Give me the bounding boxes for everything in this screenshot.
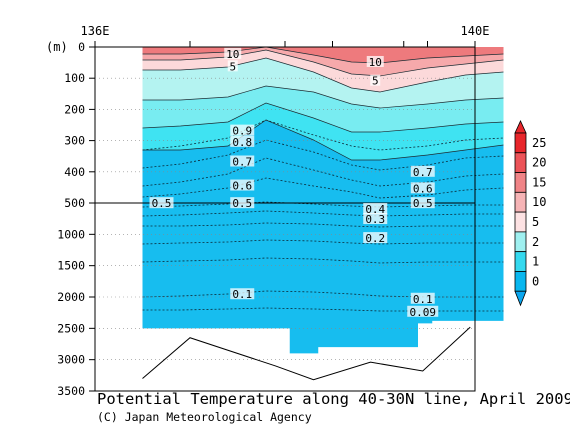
y-tick-label: 400 <box>64 165 85 179</box>
y-tick-label: 2500 <box>57 321 85 335</box>
contour-label-bg <box>230 288 255 300</box>
bottom-profile <box>142 326 471 381</box>
contour-line-warm <box>142 119 504 161</box>
contour-label-bg <box>230 197 255 209</box>
contour-line <box>142 239 504 245</box>
y-tick-label: 1500 <box>57 259 85 273</box>
contour-label-bg <box>227 60 238 72</box>
contour-label: 0.5 <box>232 197 252 210</box>
contour-label: 0.09 <box>410 306 437 319</box>
contour-label: 5 <box>229 60 236 73</box>
contour-line-warm <box>142 47 504 64</box>
y-tick-label: 2000 <box>57 290 85 304</box>
y-tick-label: 300 <box>64 134 85 148</box>
contour-label: 0.6 <box>413 182 433 195</box>
colorbar-bottom-arrow <box>514 290 527 307</box>
contour-label-bg <box>410 197 435 209</box>
contour-line <box>142 157 504 187</box>
contour-label-bg <box>410 165 435 177</box>
colorbar-swatch <box>514 132 527 154</box>
y-tick-label: 0 <box>78 40 85 54</box>
contour-label-bg <box>230 135 255 147</box>
contour-line <box>142 290 504 298</box>
colorbar-swatch <box>514 191 527 213</box>
colorbar-label: 5 <box>532 215 539 229</box>
contour-line <box>142 177 504 199</box>
contour-label-bg <box>230 155 255 167</box>
chart-title: Potential Temperature along 40-30N line,… <box>97 390 570 408</box>
contour-label: 0.1 <box>232 288 252 301</box>
y-tick-label: 3500 <box>57 384 85 398</box>
contour-label-bg <box>224 47 242 59</box>
y-tick-label: 3000 <box>57 353 85 367</box>
contour-label: 0.1 <box>413 293 433 306</box>
section-field <box>142 47 504 354</box>
chart-credit: (C) Japan Meteorological Agency <box>97 410 312 424</box>
contour-label: 0.9 <box>232 125 252 138</box>
contour-label-bg <box>410 182 435 194</box>
colorbar-swatch <box>514 271 527 292</box>
contour-label-bg <box>363 213 388 225</box>
contour-label-bg <box>366 55 384 67</box>
contour-line <box>142 257 504 264</box>
y-tick-label: 200 <box>64 102 85 116</box>
contour-line-warm <box>142 85 504 109</box>
x-tick-label: 136E <box>81 24 110 38</box>
colorbar-label: 15 <box>532 175 546 189</box>
contour-label: 5 <box>372 75 379 88</box>
contour-line <box>142 222 504 228</box>
contour-label: 0.3 <box>365 213 385 226</box>
contour-label: 0.6 <box>232 180 252 193</box>
contour-label-bg <box>363 232 388 244</box>
contour-label: 0.2 <box>365 232 385 245</box>
contour-label-bg <box>370 74 381 86</box>
contour-line <box>142 119 504 151</box>
contour-label-bg <box>230 179 255 191</box>
contour-label: 10 <box>226 48 239 61</box>
colorbar-label: 1 <box>532 255 539 269</box>
contour-label: 0.7 <box>232 156 252 169</box>
contour-line <box>142 139 504 171</box>
contour-label: 0.7 <box>413 166 433 179</box>
y-unit-label: (m) <box>46 40 68 54</box>
contour-label-bg <box>407 305 439 317</box>
contour-label-bg <box>410 292 435 304</box>
contour-label-bg <box>230 124 255 136</box>
colorbar-swatch <box>514 251 527 272</box>
colorbar-label: 20 <box>532 156 546 170</box>
colorbar-swatch <box>514 172 527 193</box>
contour-line <box>142 210 504 217</box>
contour-line-warm <box>142 57 504 93</box>
contour-label-bg <box>149 197 174 209</box>
contour-label: 10 <box>369 56 382 69</box>
contour-label: 0.5 <box>413 197 433 210</box>
contour-line <box>142 307 504 312</box>
colorbar-label: 0 <box>532 274 539 288</box>
colorbar-label: 2 <box>532 235 539 249</box>
contour-line <box>142 201 504 208</box>
contour-label: 0.4 <box>365 203 385 216</box>
colorbar-swatch <box>514 152 527 173</box>
x-tick-label: 140E <box>461 24 490 38</box>
contour-label: 0.5 <box>152 197 172 210</box>
y-tick-label: 100 <box>64 71 85 85</box>
contour-label-bg <box>363 203 388 215</box>
contour-line-warm <box>142 102 504 133</box>
colorbar-swatch <box>514 231 527 253</box>
colorbar-top-arrow <box>514 120 527 134</box>
colorbar-label: 25 <box>532 136 546 150</box>
colorbar-swatch <box>514 211 527 233</box>
y-tick-label: 500 <box>64 196 85 210</box>
colorbar-label: 10 <box>532 195 546 209</box>
contour-line-warm <box>142 49 504 77</box>
y-tick-label: 1000 <box>57 227 85 241</box>
contour-label: 0.8 <box>232 136 252 149</box>
